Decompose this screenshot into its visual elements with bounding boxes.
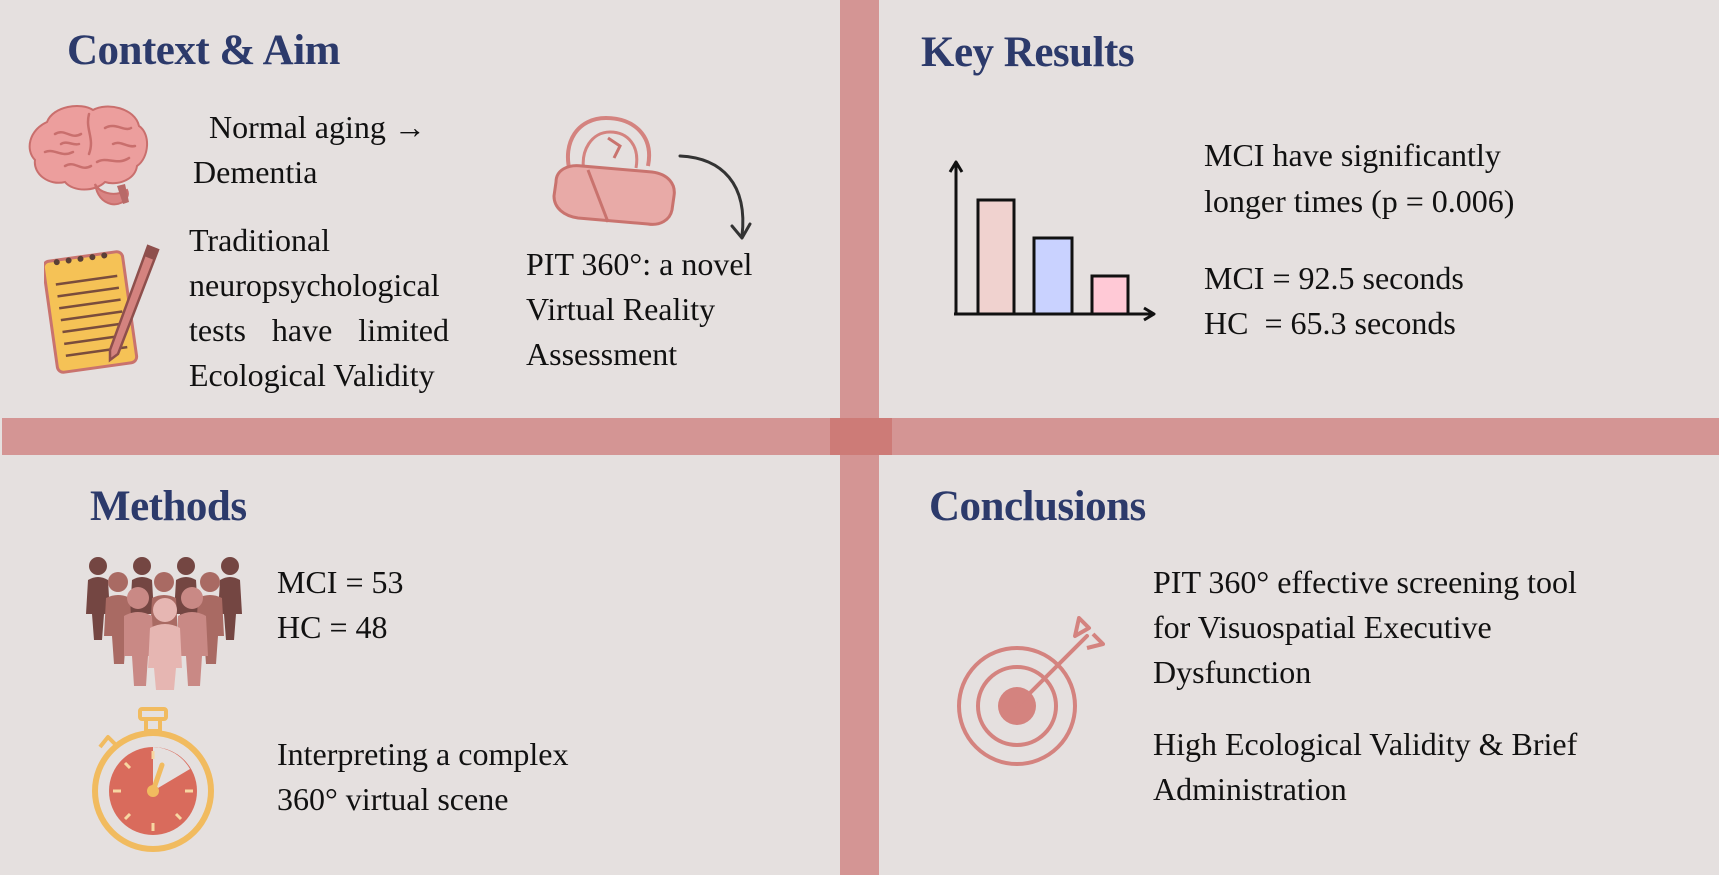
hc-time: HC = 65.3 seconds [1204, 305, 1456, 341]
conclusion2-line1: High Ecological Validity & Brief [1153, 726, 1578, 762]
task-line2: 360° virtual scene [277, 781, 509, 817]
pit-text-line2: Virtual Reality [526, 291, 716, 327]
tests-text-line1: Traditional [189, 222, 331, 258]
tests-text-line2: neuropsychological [189, 267, 440, 303]
vr-headset-icon [552, 115, 676, 226]
conclusion2-line2: Administration [1153, 771, 1347, 807]
conclusion1-line3: Dysfunction [1153, 654, 1312, 690]
methods-heading: Methods [90, 483, 247, 530]
curved-arrow-icon [678, 154, 752, 240]
hc-count: HC = 48 [277, 609, 388, 645]
notepad-pencil-icon [44, 244, 160, 374]
divider-intersection [830, 418, 892, 455]
tests-text-line4: Ecological Validity [189, 357, 435, 393]
aging-text-line1: Normal aging → [209, 109, 426, 145]
stopwatch-icon [92, 707, 214, 852]
pit-text-line1: PIT 360°: a novel [526, 246, 753, 282]
mci-time: MCI = 92.5 seconds [1204, 260, 1464, 296]
bar-chart-icon [948, 160, 1156, 322]
conclusion1-line2: for Visuospatial Executive [1153, 609, 1492, 645]
conclusions-heading: Conclusions [929, 483, 1146, 530]
context-heading: Context & Aim [67, 27, 340, 74]
pit-text-line3: Assessment [526, 336, 678, 372]
conclusion1-line1: PIT 360° effective screening tool [1153, 564, 1577, 600]
target-arrow-icon [957, 616, 1105, 766]
aging-text-line2: Dementia [193, 154, 318, 190]
results-heading: Key Results [921, 29, 1135, 76]
task-line1: Interpreting a complex [277, 736, 569, 772]
finding-line2: longer times (p = 0.006) [1204, 183, 1515, 219]
mci-count: MCI = 53 [277, 564, 404, 600]
tests-text-line3: tests have limited [189, 312, 449, 348]
people-group-icon [86, 557, 242, 690]
brain-icon [28, 105, 148, 206]
finding-line1: MCI have significantly [1204, 137, 1501, 173]
